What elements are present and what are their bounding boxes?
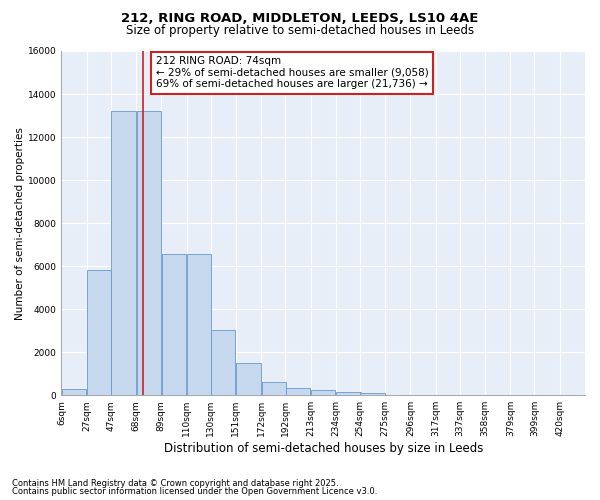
X-axis label: Distribution of semi-detached houses by size in Leeds: Distribution of semi-detached houses by … (164, 442, 483, 455)
Text: 212 RING ROAD: 74sqm
← 29% of semi-detached houses are smaller (9,058)
69% of se: 212 RING ROAD: 74sqm ← 29% of semi-detac… (155, 56, 428, 90)
Text: Contains HM Land Registry data © Crown copyright and database right 2025.: Contains HM Land Registry data © Crown c… (12, 478, 338, 488)
Bar (211, 330, 235, 395)
Bar (262, 382, 286, 395)
Bar (62, 389, 86, 395)
Bar (187, 254, 211, 395)
Bar (111, 111, 136, 395)
Y-axis label: Number of semi-detached properties: Number of semi-detached properties (15, 126, 25, 320)
Text: Contains public sector information licensed under the Open Government Licence v3: Contains public sector information licen… (12, 487, 377, 496)
Text: 212, RING ROAD, MIDDLETON, LEEDS, LS10 4AE: 212, RING ROAD, MIDDLETON, LEEDS, LS10 4… (121, 12, 479, 26)
Bar (311, 390, 335, 395)
Bar (286, 388, 310, 395)
Bar (361, 393, 385, 395)
Bar (137, 111, 161, 395)
Bar (337, 392, 361, 395)
Text: Size of property relative to semi-detached houses in Leeds: Size of property relative to semi-detach… (126, 24, 474, 37)
Bar (236, 363, 261, 395)
Bar (87, 270, 112, 395)
Bar (162, 254, 186, 395)
